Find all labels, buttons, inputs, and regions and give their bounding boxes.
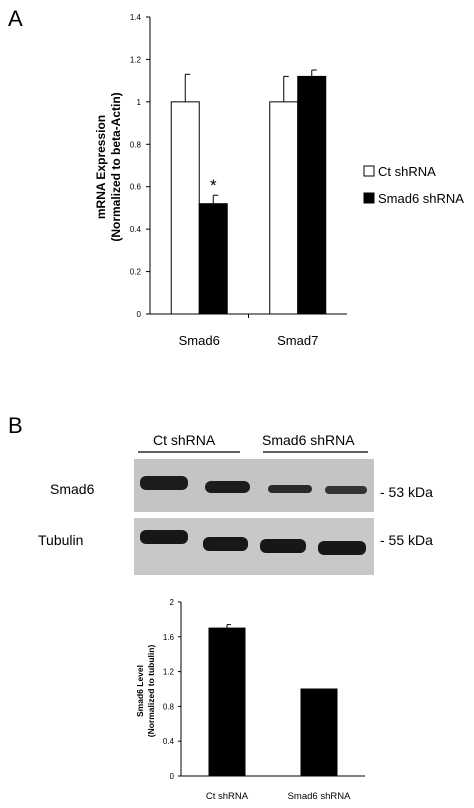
chart-a-y-tick-label: 0 <box>137 310 142 319</box>
blot-row-label-tubulin: Tubulin <box>38 532 83 548</box>
chart-b-ylabel-line1: Smad6 Level <box>135 665 145 717</box>
chart-a-ylabel-line1: mRNA Expression <box>94 115 108 219</box>
legend-swatch-ct <box>363 165 375 177</box>
chart-a-bar <box>170 101 200 315</box>
chart-a-bar <box>198 203 228 315</box>
chart-a-y-tick-label: 0.4 <box>130 225 142 234</box>
western-blot: Ct shRNA Smad6 shRNA Smad6 Tubulin - 53 … <box>38 432 433 575</box>
blot-band-tubulin-lane4 <box>318 541 366 555</box>
blot-size-label-55kda: - 55 kDa <box>380 532 433 548</box>
legend-swatch-smad6 <box>363 192 375 204</box>
blot-band-tubulin-lane2 <box>203 537 248 551</box>
blot-band-smad6-lane1 <box>140 476 188 490</box>
blot-band-smad6-lane3 <box>268 485 312 493</box>
chart-b-bar <box>208 627 246 777</box>
chart-b-y-tick-label: 0 <box>170 772 175 781</box>
chart-a-category-label: Smad7 <box>277 333 318 348</box>
chart-b-category-label: Smad6 shRNA <box>288 791 351 802</box>
blot-band-tubulin-lane3 <box>260 539 306 553</box>
legend-label-ct: Ct shRNA <box>378 164 436 179</box>
panel-label-b: B <box>8 413 23 438</box>
chart-a-ylabel-line2: (Normalized to beta-Actin) <box>109 92 123 241</box>
chart-b-y-tick-label: 0.4 <box>163 737 175 746</box>
chart-a: mRNA Expression (Normalized to beta-Acti… <box>94 13 464 348</box>
chart-a-y-tick-label: 0.2 <box>130 268 142 277</box>
blot-band-tubulin-lane1 <box>140 530 188 544</box>
blot-band-smad6-lane4 <box>325 486 367 494</box>
chart-a-y-tick-label: 0.6 <box>130 183 142 192</box>
chart-a-y-tick-label: 1.2 <box>130 55 142 64</box>
chart-b-category-label: Ct shRNA <box>206 791 249 802</box>
chart-b: Smad6 Level (Normalized to tubulin) 0 0.4… <box>135 598 365 802</box>
chart-a-y-tick-label: 0.8 <box>130 140 142 149</box>
chart-a-significance-marker: * <box>210 176 217 195</box>
blot-size-label-53kda: - 53 kDa <box>380 484 433 500</box>
chart-b-y-tick-label: 2 <box>170 598 175 607</box>
chart-a-legend: Ct shRNA Smad6 shRNA <box>363 164 464 206</box>
chart-b-y-tick-label: 0.8 <box>163 702 175 711</box>
chart-b-bar <box>300 688 338 777</box>
blot-group-label-smad6: Smad6 shRNA <box>262 432 355 448</box>
chart-a-y-tick-label: 1 <box>137 98 142 107</box>
chart-a-category-label: Smad6 <box>179 333 220 348</box>
chart-a-bar <box>269 101 299 315</box>
blot-group-label-ct: Ct shRNA <box>153 432 216 448</box>
blot-band-smad6-lane2 <box>205 481 250 493</box>
legend-label-smad6: Smad6 shRNA <box>378 191 464 206</box>
chart-a-bar <box>297 75 327 315</box>
panel-label-a: A <box>8 6 23 31</box>
chart-b-y-tick-label: 1.2 <box>163 668 175 677</box>
chart-b-ylabel-line2: (Normalized to tubulin) <box>146 645 156 738</box>
chart-a-y-tick-label: 1.4 <box>130 13 142 22</box>
blot-row-label-smad6: Smad6 <box>50 481 95 497</box>
chart-b-y-tick-label: 1.6 <box>163 633 175 642</box>
